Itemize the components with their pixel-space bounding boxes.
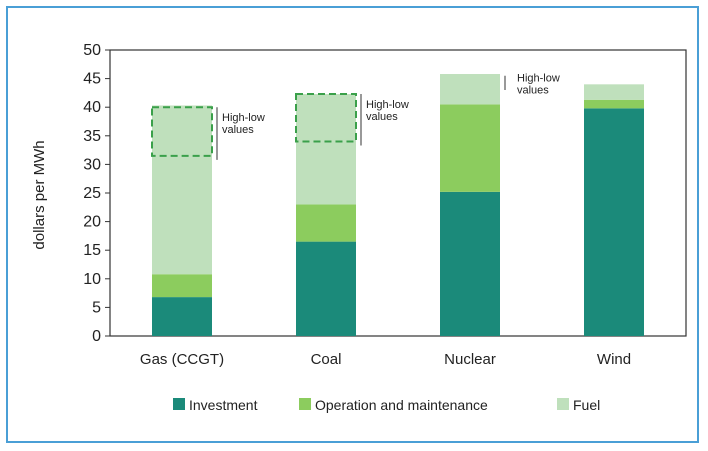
- y-tick-label: 10: [83, 271, 101, 288]
- bar-segment: [296, 241, 356, 336]
- high-low-box: [151, 106, 213, 157]
- y-tick-label: 25: [83, 185, 101, 202]
- range-label-line: values: [517, 85, 549, 97]
- y-tick-label: 40: [83, 99, 101, 116]
- legend-label: Fuel: [573, 397, 600, 413]
- range-label: High-low values: [222, 112, 265, 136]
- y-tick-label: 5: [92, 299, 101, 316]
- y-axis-label: dollars per MWh: [31, 140, 48, 249]
- bars-group: [152, 74, 644, 337]
- y-tick-label: 30: [83, 156, 101, 173]
- high-low-box: [295, 93, 357, 143]
- x-category-label: Nuclear: [444, 351, 496, 368]
- x-category-label: Wind: [597, 351, 631, 368]
- x-category-label: Coal: [311, 351, 342, 368]
- legend-swatch: [299, 398, 311, 410]
- bar-segment: [584, 108, 644, 337]
- legend-swatch: [557, 398, 569, 410]
- bar-segment: [296, 204, 356, 242]
- bar-segment: [296, 94, 356, 205]
- y-tick-label: 15: [83, 242, 101, 259]
- bar-segment: [584, 84, 644, 100]
- range-label-line: High-low: [222, 112, 265, 124]
- range-label: High-low values: [517, 73, 560, 97]
- bar-segment: [440, 191, 500, 336]
- bar-segment: [584, 99, 644, 109]
- x-axis: Gas (CCGT) Coal Nuclear Wind: [140, 351, 631, 368]
- bar-segment: [440, 74, 500, 105]
- range-label-line: High-low: [366, 99, 409, 111]
- legend: Investment Operation and maintenance Fuel: [173, 397, 600, 413]
- y-tick-label: 0: [92, 328, 101, 345]
- y-axis: 0 5 10 15 20 25 30 35 40 45 50: [83, 42, 110, 345]
- range-label: High-low values: [366, 99, 409, 123]
- range-label-line: High-low: [517, 73, 560, 85]
- y-tick-label: 20: [83, 214, 101, 231]
- legend-label: Investment: [189, 397, 258, 413]
- y-tick-label: 35: [83, 128, 101, 145]
- bar-segment: [152, 105, 212, 275]
- range-label-line: values: [222, 124, 254, 136]
- y-tick-label: 50: [83, 42, 101, 59]
- range-label-line: values: [366, 111, 398, 123]
- x-category-label: Gas (CCGT): [140, 351, 224, 368]
- legend-swatch: [173, 398, 185, 410]
- legend-label: Operation and maintenance: [315, 397, 488, 413]
- bar-segment: [440, 104, 500, 192]
- bar-segment: [152, 297, 212, 336]
- y-tick-label: 45: [83, 71, 101, 88]
- bar-segment: [152, 274, 212, 298]
